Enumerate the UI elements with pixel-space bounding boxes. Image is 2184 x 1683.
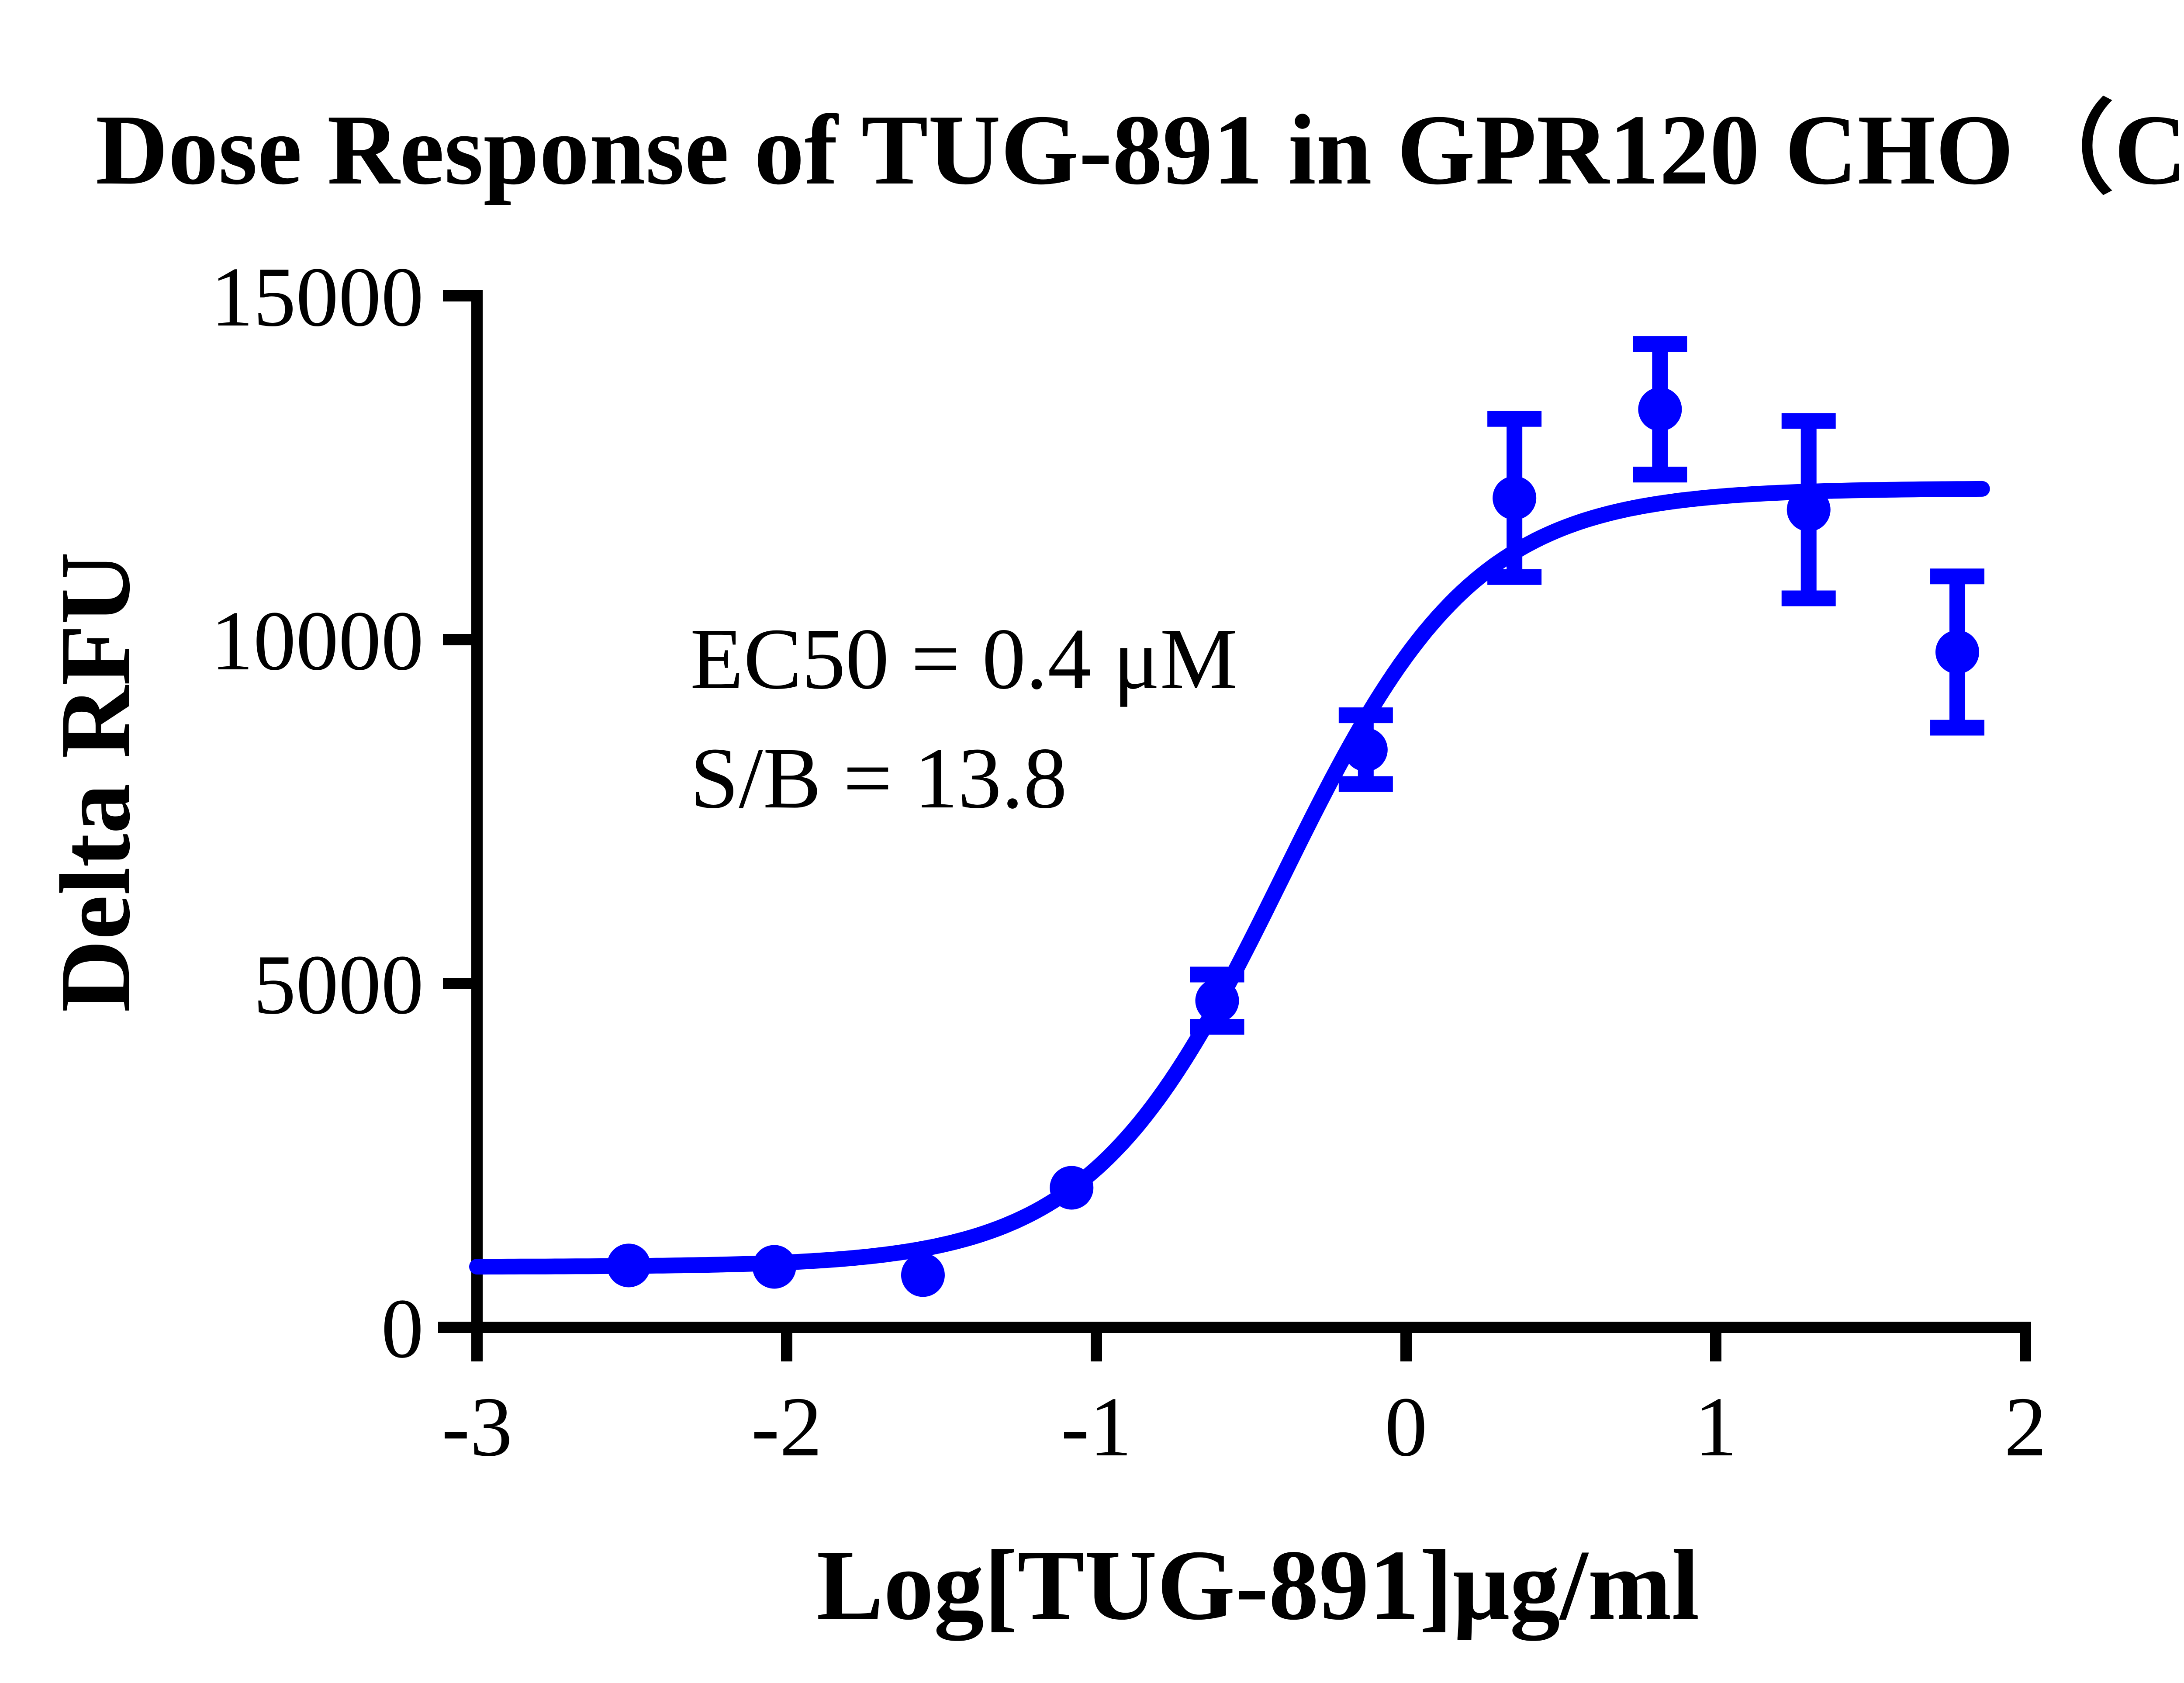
y-tick-label: 5000 (253, 938, 424, 1032)
data-point (1195, 979, 1239, 1023)
data-point (1935, 630, 1980, 674)
x-tick-label: 2 (2004, 1380, 2047, 1474)
annotation-ec50: EC50 = 0.4 μM (690, 611, 1237, 707)
chart-title: Dose Response of TUG-891 in GPR120 CHO（C… (96, 94, 2184, 205)
annotation-sb: S/B = 13.8 (690, 730, 1067, 827)
y-tick-label: 10000 (211, 594, 424, 688)
fit-curve-path (469, 481, 1990, 1275)
data-point (901, 1253, 945, 1297)
data-point (1787, 488, 1831, 532)
y-tick-label: 15000 (211, 250, 424, 344)
fit-curve (469, 481, 1990, 1275)
data-point (752, 1245, 796, 1289)
x-tick-label: -3 (442, 1380, 512, 1474)
data-point (1493, 476, 1537, 520)
x-tick-label: -1 (1061, 1380, 1132, 1474)
y-tick-label: 0 (381, 1281, 424, 1376)
x-tick-label: 0 (1385, 1380, 1427, 1474)
y-axis-title: Delta RFU (39, 552, 151, 1012)
x-tick-label: -2 (751, 1380, 822, 1474)
axes (438, 290, 2031, 1361)
data-point (607, 1243, 651, 1288)
x-tick-label: 1 (1694, 1380, 1737, 1474)
data-point (1344, 727, 1388, 772)
data-points (607, 336, 1985, 1297)
x-axis-title: Log[TUG-891]μg/ml (816, 1529, 1699, 1641)
tick-labels: 0 5000 10000 15000 -3 -2 -1 0 1 2 (211, 250, 2047, 1474)
data-point (1638, 387, 1682, 431)
data-point (1050, 1166, 1094, 1210)
